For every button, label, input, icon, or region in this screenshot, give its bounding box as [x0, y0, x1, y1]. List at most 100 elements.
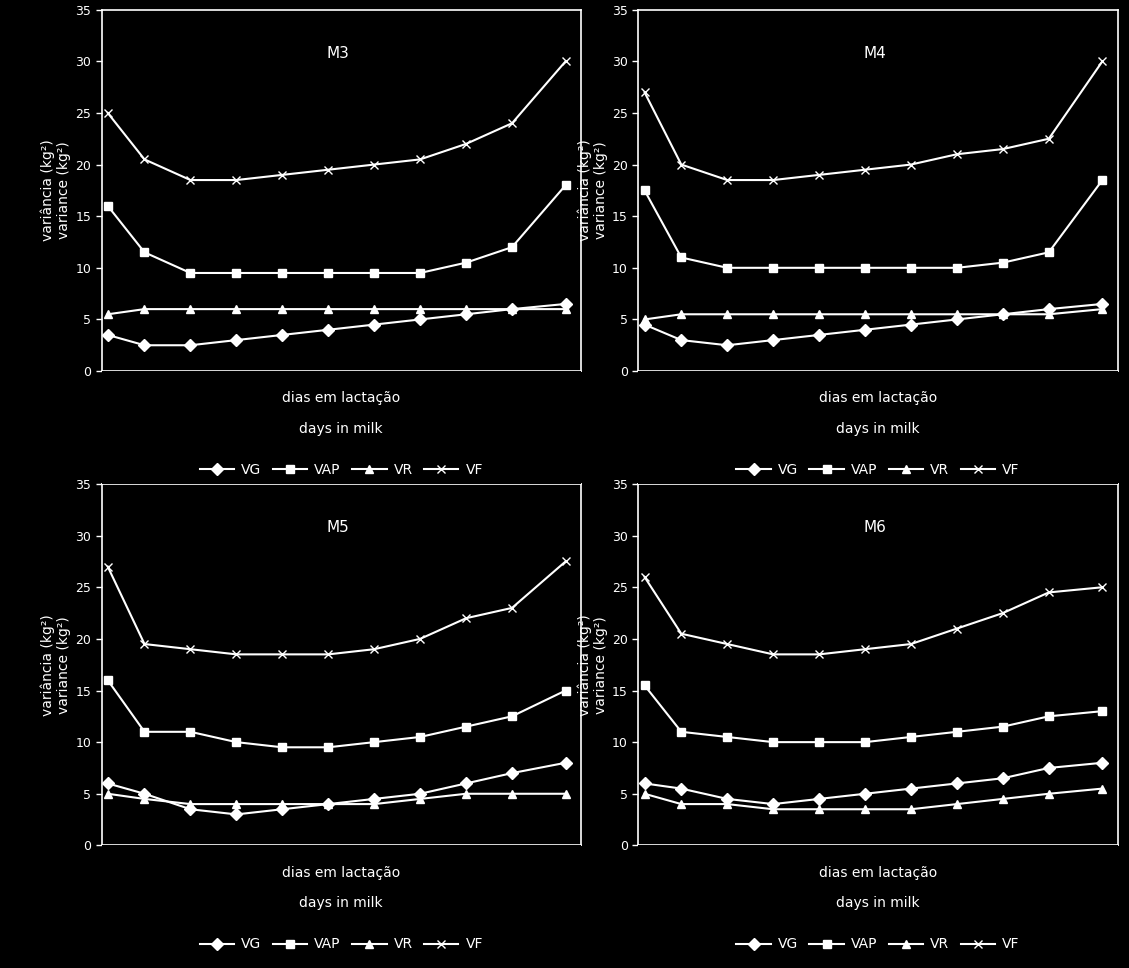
VG	[559, 757, 572, 769]
VG	[858, 788, 872, 800]
Line: VAP: VAP	[104, 676, 570, 751]
VR	[100, 309, 114, 320]
VR	[229, 303, 243, 315]
VF	[813, 169, 826, 181]
VR	[813, 309, 826, 320]
VAP	[674, 252, 688, 263]
VG	[138, 340, 151, 351]
VF	[413, 633, 427, 645]
VF	[904, 159, 918, 170]
VAP	[996, 721, 1009, 733]
VG	[904, 318, 918, 330]
VR	[767, 803, 780, 815]
VR	[767, 309, 780, 320]
VF	[813, 649, 826, 660]
VG	[858, 324, 872, 336]
VR	[951, 309, 964, 320]
VG	[638, 777, 651, 789]
Line: VR: VR	[640, 305, 1106, 323]
VF	[322, 164, 335, 175]
VAP	[229, 737, 243, 748]
VG	[413, 788, 427, 800]
VR	[858, 309, 872, 320]
Line: VF: VF	[104, 57, 570, 184]
VF	[1095, 55, 1109, 67]
Line: VG: VG	[640, 759, 1106, 808]
VAP	[138, 247, 151, 258]
VG	[813, 793, 826, 804]
VG	[904, 783, 918, 795]
VAP	[813, 262, 826, 274]
VF	[138, 638, 151, 650]
VG	[767, 334, 780, 346]
VR	[275, 303, 289, 315]
VF	[559, 55, 572, 67]
VG	[460, 309, 473, 320]
VF	[229, 649, 243, 660]
Text: days in milk: days in milk	[299, 422, 383, 436]
VAP	[505, 711, 518, 722]
VG	[951, 777, 964, 789]
VF	[638, 86, 651, 98]
VG	[460, 777, 473, 789]
VG	[100, 777, 114, 789]
VR	[184, 799, 198, 810]
Text: M4: M4	[864, 45, 886, 61]
VG	[184, 803, 198, 815]
VAP	[559, 179, 572, 191]
Line: VG: VG	[640, 300, 1106, 349]
VG	[275, 329, 289, 341]
VAP	[1042, 247, 1056, 258]
VR	[674, 799, 688, 810]
VF	[505, 117, 518, 129]
VR	[138, 303, 151, 315]
VR	[951, 799, 964, 810]
VAP	[367, 737, 380, 748]
Line: VAP: VAP	[104, 181, 570, 277]
VG	[559, 298, 572, 310]
VF	[322, 649, 335, 660]
VF	[674, 628, 688, 640]
Text: M3: M3	[327, 45, 350, 61]
VR	[1095, 783, 1109, 795]
VAP	[100, 675, 114, 686]
VAP	[322, 741, 335, 753]
Text: M6: M6	[864, 520, 886, 535]
Line: VAP: VAP	[640, 681, 1106, 746]
Line: VF: VF	[640, 57, 1106, 184]
VR	[1042, 788, 1056, 800]
VG	[367, 318, 380, 330]
VAP	[100, 200, 114, 212]
VAP	[858, 262, 872, 274]
VR	[275, 799, 289, 810]
VAP	[638, 185, 651, 197]
VR	[367, 303, 380, 315]
VG	[638, 318, 651, 330]
VG	[674, 783, 688, 795]
VR	[996, 309, 1009, 320]
VAP	[559, 684, 572, 696]
VF	[275, 649, 289, 660]
VAP	[813, 737, 826, 748]
Line: VR: VR	[104, 305, 570, 318]
VAP	[367, 267, 380, 279]
VR	[559, 303, 572, 315]
VF	[858, 644, 872, 655]
Text: dias em lactação: dias em lactação	[282, 865, 401, 880]
VR	[322, 303, 335, 315]
Legend: VG, VAP, VR, VF: VG, VAP, VR, VF	[736, 937, 1019, 952]
VG	[674, 334, 688, 346]
VG	[322, 324, 335, 336]
VAP	[1042, 711, 1056, 722]
VG	[229, 334, 243, 346]
VG	[720, 340, 734, 351]
Text: days in milk: days in milk	[837, 896, 920, 910]
VF	[1095, 582, 1109, 593]
VG	[1095, 298, 1109, 310]
Legend: VG, VAP, VR, VF: VG, VAP, VR, VF	[200, 463, 483, 477]
Text: dias em lactação: dias em lactação	[819, 865, 937, 880]
VR	[674, 309, 688, 320]
VF	[720, 174, 734, 186]
VAP	[638, 680, 651, 691]
VR	[720, 309, 734, 320]
